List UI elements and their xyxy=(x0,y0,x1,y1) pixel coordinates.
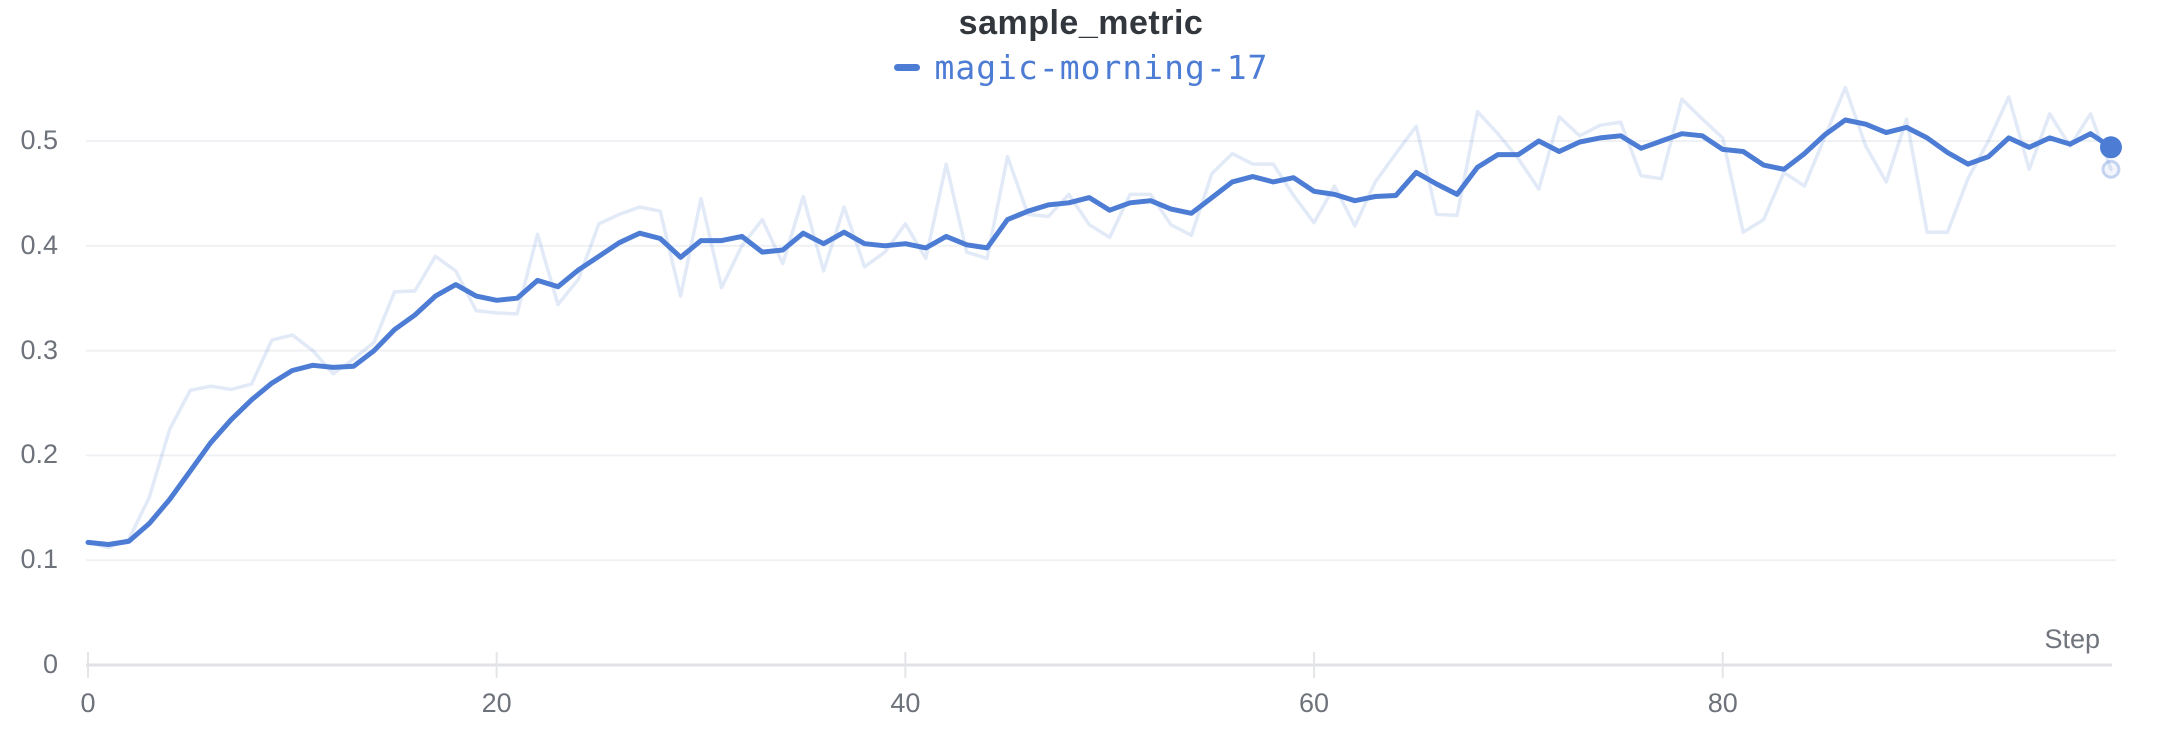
y-tick-label-0.2: 0.2 xyxy=(20,439,58,470)
x-tick-label-0: 0 xyxy=(80,688,96,718)
x-axis-title: Step xyxy=(2044,624,2100,654)
chart-legend: magic-morning-17 xyxy=(0,48,2162,87)
smoothed-series-line xyxy=(85,117,2114,547)
chart-title: sample_metric xyxy=(958,4,1204,42)
x-tick-label-60: 60 xyxy=(1299,688,1330,718)
y-tick-label-0.1: 0.1 xyxy=(20,544,58,575)
legend-run-name[interactable]: magic-morning-17 xyxy=(934,48,1269,87)
raw-series-line xyxy=(86,85,2113,550)
y-tick-label-0.5: 0.5 xyxy=(20,125,58,155)
y-tick-label-0: 0 xyxy=(42,649,58,679)
y-tick-label-0.3: 0.3 xyxy=(20,334,58,365)
raw-series-end-marker xyxy=(2101,159,2121,179)
y-tick-label-0.4: 0.4 xyxy=(20,229,58,260)
x-tick-label-40: 40 xyxy=(890,688,921,718)
smoothed-series-end-marker[interactable] xyxy=(2099,136,2122,159)
legend-line-swatch xyxy=(893,64,920,71)
x-tick-label-80: 80 xyxy=(1707,688,1738,718)
x-tick-label-20: 20 xyxy=(481,688,512,718)
